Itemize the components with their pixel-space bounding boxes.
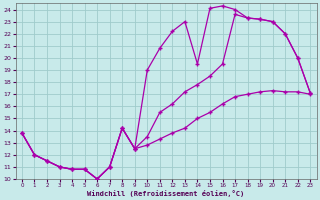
X-axis label: Windchill (Refroidissement éolien,°C): Windchill (Refroidissement éolien,°C) [87, 190, 245, 197]
